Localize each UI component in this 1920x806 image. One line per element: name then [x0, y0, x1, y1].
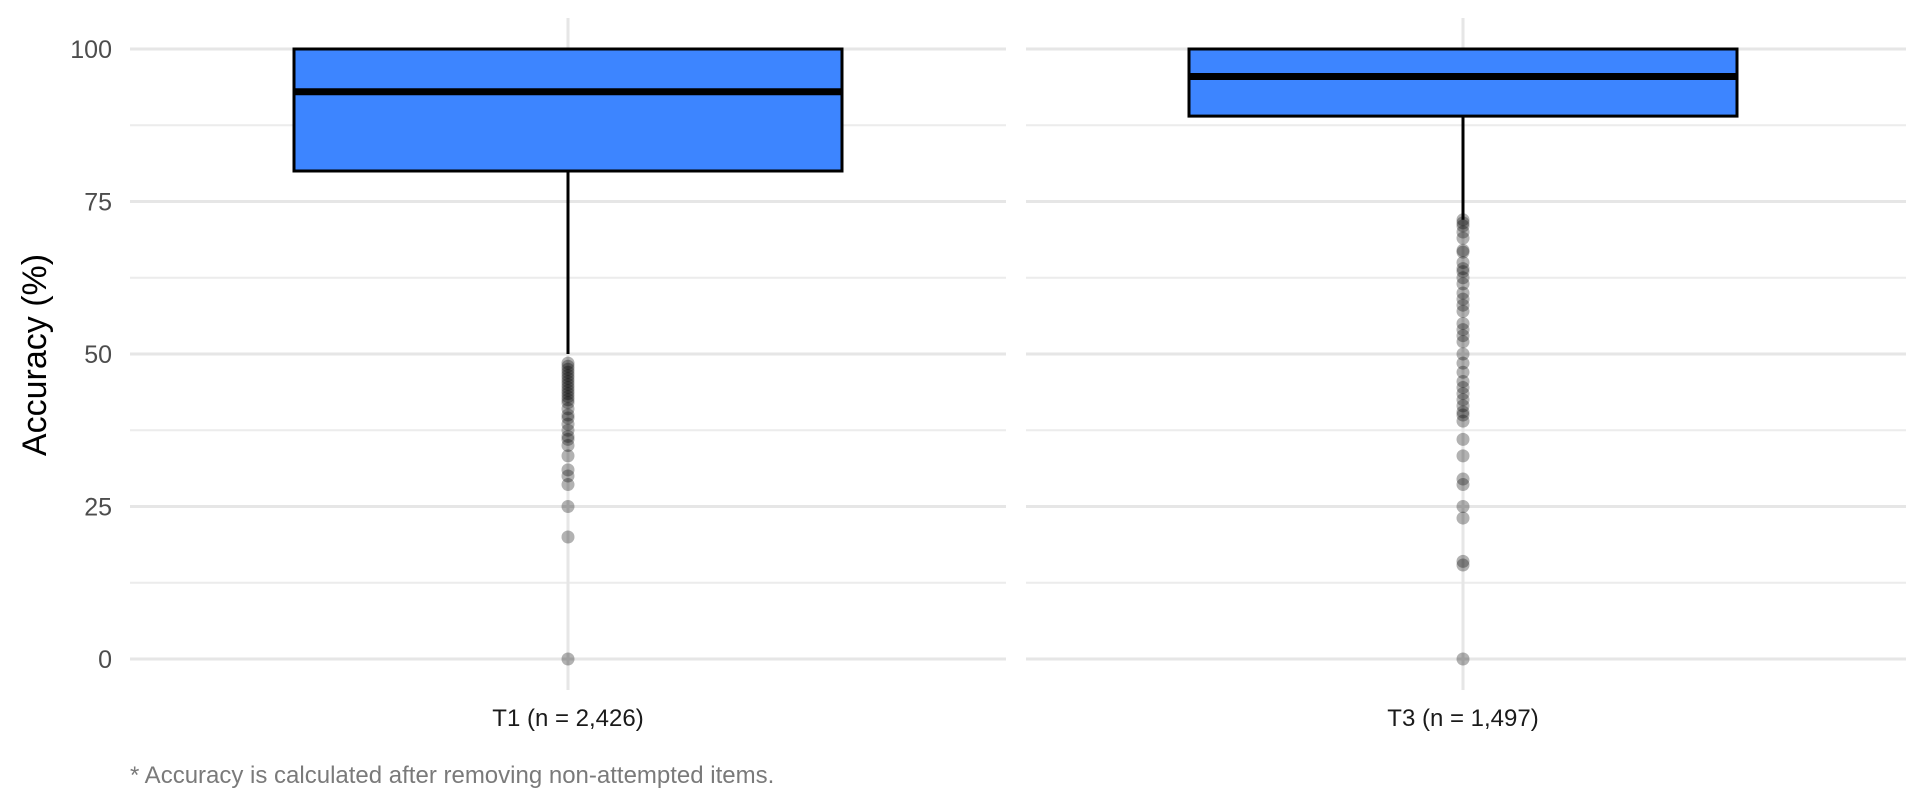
outlier-point: [561, 374, 575, 388]
outlier-point: [1456, 225, 1470, 239]
outlier-point: [1456, 374, 1470, 388]
outlier-point: [561, 469, 575, 483]
outlier-point: [1456, 245, 1470, 259]
y-tick-label: 100: [70, 36, 112, 64]
outlier-point: [561, 423, 575, 437]
outlier-point: [1456, 381, 1470, 395]
outlier-point: [561, 396, 575, 410]
outlier-point: [561, 408, 575, 422]
outlier-point: [1456, 558, 1470, 572]
outlier-point: [1456, 231, 1470, 245]
outlier-point: [561, 439, 575, 452]
outlier-point: [1456, 277, 1470, 291]
outlier-point: [561, 365, 575, 379]
outlier-point: [561, 417, 575, 431]
outlier-point: [1456, 405, 1470, 419]
outlier-point: [561, 530, 575, 544]
y-axis-title: Accuracy (%): [16, 254, 54, 456]
outlier-point: [1456, 262, 1470, 276]
outlier-point: [561, 500, 575, 513]
outlier-point: [1456, 365, 1470, 379]
outlier-point: [1456, 298, 1470, 312]
outlier-point: [1456, 219, 1470, 233]
outlier-point: [1456, 652, 1470, 666]
outlier-point: [561, 411, 575, 425]
outlier-point: [561, 393, 575, 407]
outlier-point: [1456, 387, 1470, 401]
panel-2: T3 (n = 1,497): [1187, 47, 1739, 732]
outlier-point: [1456, 265, 1470, 279]
outlier-point: [561, 371, 575, 385]
outlier-point: [1456, 356, 1470, 370]
outlier-point: [1456, 243, 1470, 257]
outlier-point: [561, 478, 575, 492]
y-tick-label: 75: [84, 189, 112, 217]
outlier-point: [561, 378, 575, 391]
outlier-point: [1456, 256, 1470, 269]
outlier-point: [1456, 511, 1470, 525]
outlier-point: [561, 359, 575, 373]
outlier-point: [561, 381, 575, 395]
outlier-point: [1456, 478, 1470, 492]
outlier-point: [1456, 347, 1470, 361]
outlier-point: [561, 432, 575, 446]
x-category-label: T3 (n = 1,497): [1387, 705, 1538, 732]
outlier-point: [1456, 335, 1470, 349]
outlier-point: [561, 384, 575, 398]
outlier-point: [1456, 271, 1470, 285]
outlier-point: [1456, 329, 1470, 343]
panels: T1 (n = 2,426) T3 (n = 1,497): [292, 47, 1739, 732]
outlier-point: [1456, 292, 1470, 306]
outlier-point: [1456, 472, 1470, 486]
outlier-point: [1456, 399, 1470, 413]
outlier-point: [561, 429, 575, 443]
outlier-point: [561, 390, 575, 404]
outlier-point: [1456, 304, 1470, 318]
y-axis-ticks: 0 25 50 75 100: [70, 36, 112, 674]
outlier-point: [1456, 286, 1470, 300]
outlier-point: [1456, 414, 1470, 428]
outlier-point: [561, 463, 575, 477]
outlier-point: [561, 402, 575, 416]
outlier-point: [1456, 554, 1470, 568]
outlier-point: [561, 652, 575, 666]
outlier-point: [1456, 408, 1470, 422]
y-tick-label: 0: [98, 646, 112, 674]
outlier-point: [1456, 449, 1470, 463]
outlier-point: [1456, 432, 1470, 446]
outlier-point: [561, 449, 575, 463]
chart-caption: * Accuracy is calculated after removing …: [130, 762, 774, 789]
outlier-point: [1456, 393, 1470, 407]
panel-1: T1 (n = 2,426): [292, 47, 844, 732]
iqr-box: [1187, 47, 1739, 118]
x-category-label: T1 (n = 2,426): [492, 705, 643, 732]
iqr-box: [292, 47, 844, 173]
outlier-point: [561, 356, 575, 370]
grid-lines: [130, 18, 1906, 690]
outlier-point: [1456, 323, 1470, 337]
outlier-point: [561, 362, 575, 376]
outlier-point: [561, 368, 575, 382]
outlier-point: [1456, 500, 1470, 513]
y-tick-label: 25: [84, 494, 112, 522]
outlier-point: [1456, 317, 1470, 330]
y-tick-label: 50: [84, 341, 112, 369]
outlier-point: [561, 387, 575, 401]
outlier-point: [1456, 216, 1470, 230]
